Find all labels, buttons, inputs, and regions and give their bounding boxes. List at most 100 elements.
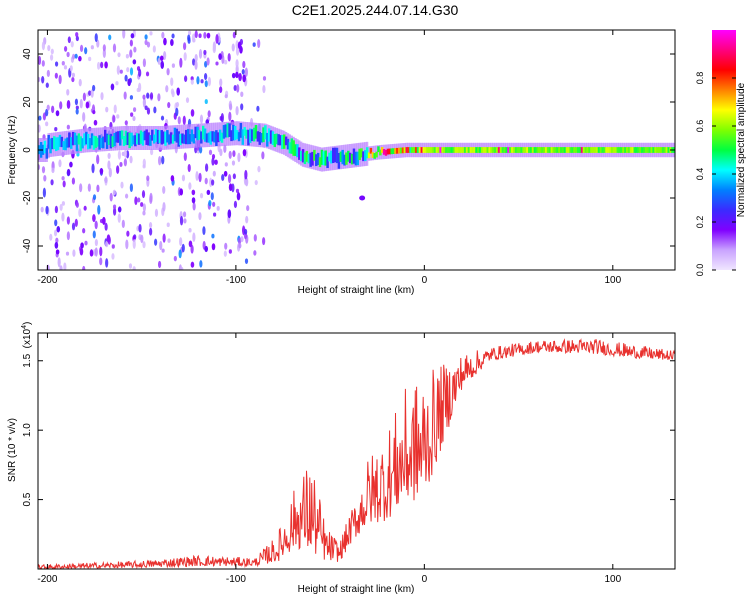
noise-cell: [84, 240, 88, 246]
noise-cell: [92, 214, 96, 223]
noise-cell: [75, 35, 79, 42]
ridge-cell: [190, 129, 194, 142]
ridge-cell: [397, 147, 401, 154]
ridge-cell: [430, 147, 433, 153]
ridge-cell: [592, 147, 595, 153]
ridge-cell: [511, 147, 514, 153]
ridge-cell: [646, 147, 650, 153]
ridge-cell: [362, 151, 365, 162]
noise-cell: [245, 215, 249, 224]
ridge-cell: [667, 147, 670, 153]
ridge-cell: [220, 132, 224, 143]
ridge-cell: [60, 136, 64, 148]
ridge-cell: [637, 147, 640, 153]
ridge-cell: [618, 147, 621, 153]
ridge-cell: [252, 127, 256, 142]
noise-cell: [142, 164, 146, 169]
ridge-cell: [450, 147, 454, 153]
noise-cell: [112, 114, 116, 123]
noise-cell: [79, 44, 84, 53]
ridge-cell: [333, 147, 337, 163]
ridge-cell: [413, 147, 416, 153]
noise-cell: [198, 48, 203, 59]
ridge-cell: [137, 133, 141, 145]
noise-cell: [173, 255, 177, 262]
ridge-cell: [531, 147, 535, 153]
noise-cell: [199, 145, 203, 154]
snr-series-line: [38, 338, 675, 569]
noise-cell: [96, 61, 101, 70]
noise-cell: [167, 101, 171, 109]
ridge-cell: [164, 131, 167, 146]
noise-cell: [142, 58, 146, 68]
noise-cell: [105, 258, 109, 268]
ridge-cell: [348, 152, 352, 164]
noise-cell: [192, 58, 196, 66]
ridge-cell: [394, 148, 397, 154]
noise-cell: [93, 119, 98, 126]
noise-cell: [87, 183, 91, 192]
noise-cell: [96, 184, 100, 193]
ridge-cell: [439, 147, 442, 153]
noise-cell: [75, 105, 79, 110]
ridge-cell: [53, 136, 56, 150]
noise-cell: [45, 205, 49, 215]
noise-cell: [99, 246, 103, 257]
ridge-cell: [627, 147, 631, 153]
ridge-cell: [132, 135, 135, 145]
ridge-cell: [420, 147, 424, 153]
ridge-cell: [365, 147, 369, 159]
ridge-cell: [303, 152, 307, 165]
noise-cell: [206, 32, 211, 39]
ridge-cell: [535, 147, 539, 153]
noise-cell: [179, 188, 184, 196]
noise-cell: [213, 212, 217, 217]
noise-cell: [71, 222, 76, 231]
noise-cell: [92, 84, 96, 92]
ridge-cell: [546, 147, 550, 153]
ridge-cell: [209, 131, 212, 145]
noise-cell: [69, 161, 73, 168]
ridge-cell: [526, 147, 529, 153]
ridge-cell: [524, 147, 527, 153]
noise-cell: [227, 209, 232, 219]
noise-cell: [66, 231, 70, 241]
ridge-cell: [64, 138, 67, 151]
ridge-cell: [561, 147, 565, 153]
noise-cell: [241, 69, 245, 75]
noise-cell: [138, 68, 142, 78]
ridge-cell: [582, 147, 586, 153]
noise-cell: [56, 225, 61, 233]
noise-cell: [71, 177, 76, 185]
noise-cell: [46, 104, 50, 111]
ridge-cell: [160, 130, 163, 145]
ridge-cell: [435, 147, 439, 153]
noise-cell: [219, 148, 223, 157]
ridge-cell: [273, 133, 277, 148]
ridge-cell: [648, 147, 652, 153]
noise-cell: [41, 41, 46, 51]
noise-cell: [240, 103, 244, 111]
snr-x-ticks: -200 -100 0 100: [37, 333, 622, 585]
noise-cell: [94, 33, 98, 42]
ridge-cell: [201, 125, 205, 140]
noise-cell: [125, 54, 129, 59]
ridge-cell: [586, 147, 589, 153]
ridge-cell: [243, 127, 246, 136]
noise-cell: [65, 251, 70, 256]
ridge-cell: [71, 131, 75, 146]
noise-cell: [89, 249, 94, 257]
noise-cell: [124, 74, 128, 82]
noise-cell: [244, 258, 249, 264]
ridge-cell: [575, 147, 578, 153]
noise-cell: [74, 53, 78, 59]
ridge-cell: [83, 133, 86, 146]
noise-cell: [112, 43, 117, 53]
noise-cell: [125, 193, 129, 199]
noise-cell: [198, 172, 202, 183]
noise-cell: [209, 177, 213, 188]
noise-cell: [190, 109, 195, 117]
ridge-cell: [341, 149, 344, 165]
ridge-cell: [629, 147, 633, 153]
noise-cell: [187, 164, 191, 173]
